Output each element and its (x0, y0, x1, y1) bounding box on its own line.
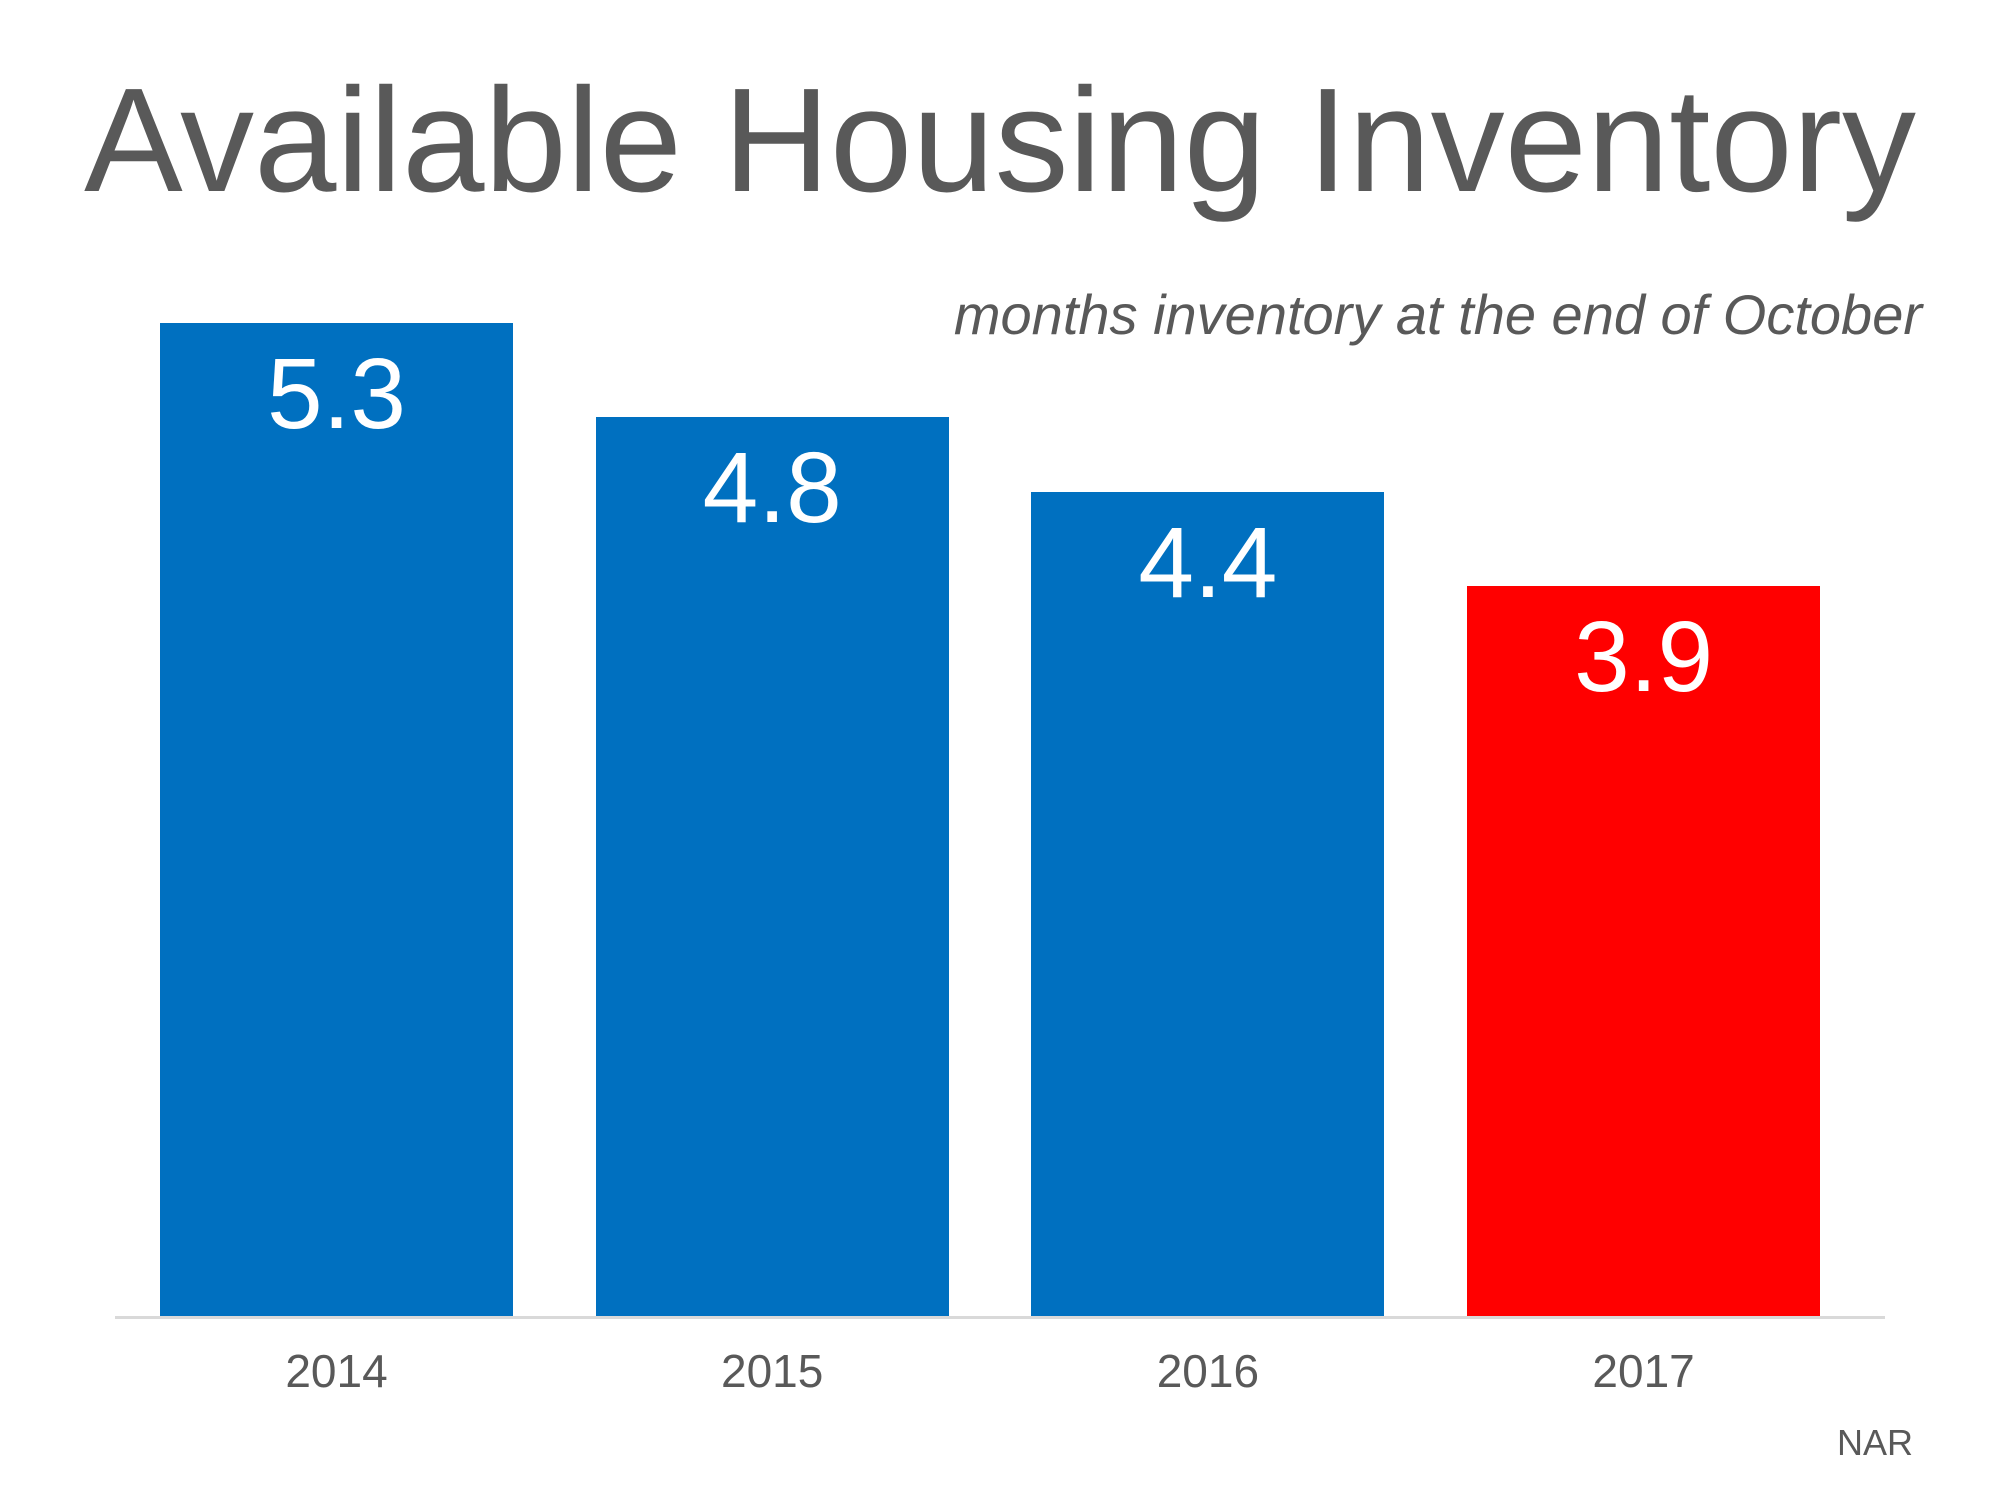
x-axis-label-2014: 2014 (285, 1345, 388, 1397)
x-axis-label-2015: 2015 (721, 1345, 824, 1397)
x-axis-line (115, 1316, 1885, 1319)
bar-2016: 4.4 (1031, 492, 1385, 1317)
chart-subtitle: months inventory at the end of October (953, 283, 1922, 346)
x-axis-label-2016: 2016 (1156, 1345, 1260, 1397)
bar-value-label: 5.3 (266, 338, 406, 451)
bar-value-label: 3.9 (1574, 600, 1714, 713)
bar-2014: 5.3 (160, 323, 513, 1317)
source-label: NAR (1836, 1422, 1913, 1463)
bar-value-label: 4.8 (702, 432, 842, 544)
bar-2017: 3.9 (1467, 585, 1821, 1317)
bar-value-label: 4.4 (1138, 507, 1278, 619)
chart-title: Available Housing Inventory (84, 58, 1916, 223)
x-axis-label-2017: 2017 (1592, 1345, 1695, 1397)
bar-2015: 4.8 (595, 417, 949, 1317)
